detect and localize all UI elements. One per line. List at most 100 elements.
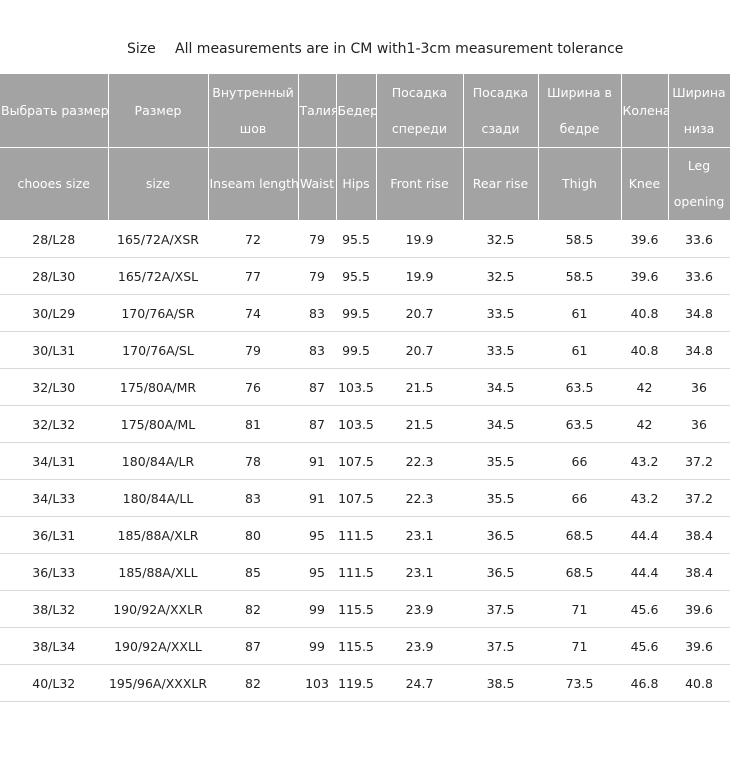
table-cell: 71 <box>538 627 622 665</box>
table-cell: 32/L32 <box>0 405 109 443</box>
table-cell: 79 <box>298 220 337 258</box>
measurement-note: All measurements are in CM with1-3cm mea… <box>175 41 624 57</box>
table-cell: 175/80A/ML <box>108 405 209 443</box>
table-cell: 45.6 <box>621 627 669 665</box>
table-cell: 30/L29 <box>0 294 109 332</box>
table-cell: 39.6 <box>621 220 669 258</box>
table-cell: 180/84A/LR <box>108 442 209 480</box>
table-body: 28/L28 165/72A/XSR 72 79 95.5 19.9 32.5 58.5 39.… <box>0 220 730 702</box>
header-cell: Посадка сзади <box>463 74 539 148</box>
table-cell: 32/L30 <box>0 368 109 406</box>
table-cell: 83 <box>208 479 299 517</box>
table-cell: 74 <box>208 294 299 332</box>
table-cell: 37.2 <box>668 479 730 517</box>
header-cell: chooes size <box>0 147 109 221</box>
table-cell: 38.4 <box>668 553 730 591</box>
table-cell: 28/L28 <box>0 220 109 258</box>
table-cell: 119.5 <box>336 664 377 702</box>
table-cell: 45.6 <box>621 590 669 628</box>
header-cell: Колена <box>621 74 669 148</box>
table-cell: 39.6 <box>668 627 730 665</box>
size-table: Выбрать размер Размер Внутренный шов Тал… <box>0 74 730 702</box>
table-cell: 42 <box>621 368 669 406</box>
table-cell: 99 <box>298 627 337 665</box>
table-cell: 73.5 <box>538 664 622 702</box>
table-cell: 23.1 <box>376 516 464 554</box>
table-cell: 34.5 <box>463 368 539 406</box>
table-row: 30/L31 170/76A/SL 79 83 99.5 20.7 33.5 61 40.8 34… <box>0 331 730 369</box>
table-cell: 95 <box>298 553 337 591</box>
table-cell: 32.5 <box>463 257 539 295</box>
table-cell: 36/L31 <box>0 516 109 554</box>
table-cell: 39.6 <box>668 590 730 628</box>
table-cell: 95.5 <box>336 257 377 295</box>
table-cell: 61 <box>538 331 622 369</box>
table-cell: 35.5 <box>463 479 539 517</box>
table-row: 30/L29 170/76A/SR 74 83 99.5 20.7 33.5 61 40.8 34… <box>0 294 730 332</box>
table-cell: 99.5 <box>336 331 377 369</box>
header-cell: Waist <box>298 147 337 221</box>
table-row: 36/L31 185/88A/XLR 80 95 111.5 23.1 36.5 68.5 44… <box>0 516 730 554</box>
table-cell: 40.8 <box>668 664 730 702</box>
table-cell: 20.7 <box>376 331 464 369</box>
table-cell: 77 <box>208 257 299 295</box>
header-cell: Knee <box>621 147 669 221</box>
header-cell: Inseam length <box>208 147 299 221</box>
header-cell: Выбрать размер <box>0 74 109 148</box>
table-cell: 58.5 <box>538 220 622 258</box>
table-cell: 66 <box>538 442 622 480</box>
table-cell: 39.6 <box>621 257 669 295</box>
table-cell: 33.5 <box>463 331 539 369</box>
table-cell: 34/L31 <box>0 442 109 480</box>
table-cell: 79 <box>208 331 299 369</box>
table-cell: 36.5 <box>463 516 539 554</box>
table-cell: 190/92A/XXLL <box>108 627 209 665</box>
table-row: 28/L30 165/72A/XSL 77 79 95.5 19.9 32.5 58.5 39.… <box>0 257 730 295</box>
size-label: Size <box>127 41 156 57</box>
table-cell: 111.5 <box>336 553 377 591</box>
table-cell: 40.8 <box>621 331 669 369</box>
table-cell: 38.5 <box>463 664 539 702</box>
table-cell: 38.4 <box>668 516 730 554</box>
table-cell: 185/88A/XLL <box>108 553 209 591</box>
table-cell: 36 <box>668 405 730 443</box>
table-cell: 87 <box>298 368 337 406</box>
table-row: 32/L30 175/80A/MR 76 87 103.5 21.5 34.5 63.5 42 3… <box>0 368 730 406</box>
header-cell: Ширина низа <box>668 74 730 148</box>
table-cell: 38/L34 <box>0 627 109 665</box>
table-cell: 195/96A/XXXLR <box>108 664 209 702</box>
table-cell: 22.3 <box>376 479 464 517</box>
table-cell: 83 <box>298 294 337 332</box>
table-cell: 44.4 <box>621 516 669 554</box>
header-cell: Leg opening <box>668 147 730 221</box>
table-cell: 170/76A/SR <box>108 294 209 332</box>
table-cell: 24.7 <box>376 664 464 702</box>
table-cell: 37.5 <box>463 590 539 628</box>
header-cell: Front rise <box>376 147 464 221</box>
header-cell: Внутренный шов <box>208 74 299 148</box>
table-cell: 82 <box>208 664 299 702</box>
table-row: 32/L32 175/80A/ML 81 87 103.5 21.5 34.5 63.5 42 3… <box>0 405 730 443</box>
table-cell: 82 <box>208 590 299 628</box>
table-cell: 107.5 <box>336 479 377 517</box>
table-row: 38/L34 190/92A/XXLL 87 99 115.5 23.9 37.5 71 45.… <box>0 627 730 665</box>
table-row: 34/L33 180/84A/LL 83 91 107.5 22.3 35.5 66 43.2 3… <box>0 479 730 517</box>
table-row: 28/L28 165/72A/XSR 72 79 95.5 19.9 32.5 58.5 39.… <box>0 220 730 258</box>
table-cell: 58.5 <box>538 257 622 295</box>
table-cell: 99.5 <box>336 294 377 332</box>
header-cell: Бедер <box>336 74 377 148</box>
table-cell: 81 <box>208 405 299 443</box>
table-cell: 21.5 <box>376 368 464 406</box>
table-cell: 68.5 <box>538 553 622 591</box>
header-row-russian: Выбрать размер Размер Внутренный шов Тал… <box>0 74 730 148</box>
table-cell: 40.8 <box>621 294 669 332</box>
header-cell: Ширина в бедре <box>538 74 622 148</box>
table-row: 40/L32 195/96A/XXXLR 82 103 119.5 24.7 38.5 73.… <box>0 664 730 702</box>
table-cell: 21.5 <box>376 405 464 443</box>
table-cell: 46.8 <box>621 664 669 702</box>
table-cell: 42 <box>621 405 669 443</box>
table-cell: 36.5 <box>463 553 539 591</box>
table-cell: 175/80A/MR <box>108 368 209 406</box>
table-cell: 44.4 <box>621 553 669 591</box>
table-cell: 37.5 <box>463 627 539 665</box>
